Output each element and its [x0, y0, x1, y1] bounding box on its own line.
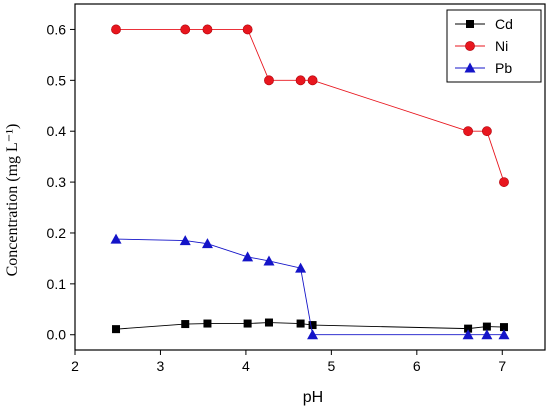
x-tick-label: 5	[327, 358, 335, 374]
x-tick-label: 2	[71, 358, 79, 374]
series-ni-point	[202, 24, 213, 35]
legend-marker	[465, 41, 475, 51]
y-tick-label: 0.5	[47, 72, 67, 88]
series-ni-point	[463, 126, 473, 137]
series-ni	[111, 24, 509, 187]
y-axis-ticks: 0.0 0.1 0.2 0.3 0.4 0.5 0.6	[47, 21, 75, 343]
series-cd-point	[296, 319, 305, 328]
legend-label: Ni	[495, 38, 508, 54]
x-axis-title: pH	[303, 389, 323, 406]
series-pb-point	[307, 329, 319, 340]
y-tick-label: 0.3	[47, 174, 67, 190]
y-axis-title: Concentration (mg L⁻¹)	[4, 124, 21, 277]
x-axis-ticks: 2 3 4 5 6 7	[71, 350, 506, 374]
series-ni-point	[499, 177, 509, 187]
legend-marker	[464, 62, 476, 73]
series-cd-point	[243, 319, 252, 328]
series-cd-point	[264, 318, 273, 327]
y-tick-label: 0.4	[47, 123, 67, 139]
plot-border	[74, 3, 546, 351]
legend-entry-cd: Cd	[455, 16, 513, 32]
series-pb-point	[179, 235, 191, 246]
x-tick-label: 4	[242, 358, 250, 374]
y-tick-label: 0.6	[47, 21, 67, 37]
legend: Cd Ni Pb	[446, 9, 542, 83]
series-cd-point	[464, 324, 473, 333]
series-pb-point	[201, 238, 213, 249]
series-ni-point	[295, 75, 306, 86]
y-tick-label: 0.1	[47, 276, 67, 292]
x-tick-label: 3	[157, 358, 165, 374]
series-cd-line	[115, 322, 504, 330]
series-ni-point	[264, 75, 274, 86]
series-pb-point	[481, 329, 493, 340]
series-cd	[112, 318, 508, 334]
series-pb-point	[242, 251, 254, 262]
series-ni-point	[242, 24, 253, 35]
series-cd-point	[181, 320, 190, 329]
legend-entry-pb: Pb	[455, 60, 512, 76]
series-pb-point	[110, 233, 122, 244]
plot-frame	[74, 3, 546, 351]
series-pb-point	[295, 262, 307, 273]
series-ni-point	[180, 24, 191, 35]
series-pb-point	[462, 329, 474, 340]
series-layer	[110, 24, 510, 340]
series-pb	[110, 233, 510, 340]
series-ni-line	[116, 28, 505, 183]
series-ni-point	[481, 126, 492, 137]
y-tick-label: 0.2	[47, 225, 67, 241]
series-ni-point	[111, 24, 121, 35]
series-pb-line	[116, 238, 504, 336]
y-tick-label: 0.0	[47, 327, 67, 343]
series-cd-point	[203, 319, 212, 328]
x-tick-label: 7	[498, 358, 506, 374]
x-tick-label: 6	[413, 358, 421, 374]
series-cd-point	[308, 321, 317, 330]
series-cd-point	[499, 323, 508, 332]
series-pb-point	[498, 329, 510, 340]
legend-label: Pb	[495, 60, 512, 76]
series-pb-point	[263, 255, 275, 266]
series-cd-point	[482, 322, 491, 331]
series-ni-point	[307, 75, 318, 86]
legend-marker	[466, 20, 474, 28]
legend-entry-ni: Ni	[455, 38, 508, 54]
legend-label: Cd	[495, 16, 513, 32]
series-cd-point	[112, 325, 121, 334]
